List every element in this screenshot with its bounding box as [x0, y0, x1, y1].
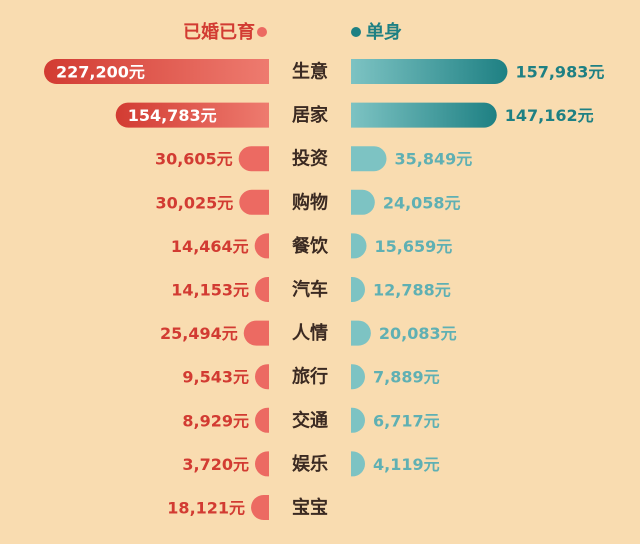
value-label-married: 14,464元: [171, 237, 249, 256]
bar-married: [255, 407, 269, 433]
value-label-married: 227,200元: [56, 63, 145, 82]
bar-single: [351, 364, 365, 390]
bar-single: [351, 407, 365, 433]
bar-married: [44, 59, 269, 84]
value-label-single: 12,788元: [373, 281, 451, 300]
bar-single: [351, 320, 371, 346]
category-label: 餐饮: [291, 235, 329, 257]
legend-married-dot: [257, 27, 267, 37]
legend-married-label: 已婚已育: [183, 21, 255, 43]
bar-married: [254, 277, 269, 302]
bar-single: [351, 189, 375, 215]
bar-married: [243, 320, 269, 346]
value-label-single: 20,083元: [379, 324, 457, 343]
value-label-single: 4,119元: [373, 455, 440, 474]
category-label: 投资: [292, 148, 328, 170]
category-label: 居家: [292, 104, 329, 126]
value-label-single: 157,983元: [515, 63, 604, 82]
legend: 已婚已育 单身: [183, 21, 402, 43]
value-label-married: 18,121元: [167, 499, 245, 518]
bar-single: [351, 146, 387, 172]
bar-single: [351, 277, 365, 302]
value-label-married: 30,605元: [155, 150, 233, 169]
bar-married: [255, 451, 269, 477]
value-label-married: 14,153元: [171, 281, 249, 300]
value-label-married: 9,543元: [182, 368, 249, 387]
bar-single: [351, 451, 365, 477]
value-label-single: 35,849元: [395, 150, 473, 169]
category-label: 娱乐: [292, 453, 328, 475]
category-label: 宝宝: [292, 497, 328, 519]
value-label-single: 15,659元: [375, 237, 453, 256]
bar-married: [115, 102, 270, 128]
category-label: 汽车: [292, 279, 328, 301]
category-label: 交通: [292, 409, 328, 431]
category-label: 生意: [292, 61, 328, 83]
value-label-single: 24,058元: [383, 193, 461, 212]
category-label: 人情: [292, 323, 328, 344]
legend-single-dot: [351, 27, 361, 37]
bar-married: [238, 146, 269, 172]
bar-married: [251, 495, 269, 520]
value-label-single: 147,162元: [505, 106, 594, 125]
category-label: 旅行: [292, 366, 328, 388]
value-label-married: 8,929元: [182, 411, 249, 430]
bar-married: [255, 364, 269, 390]
bar-married: [254, 233, 269, 259]
value-label-married: 25,494元: [160, 324, 238, 343]
value-label-single: 6,717元: [373, 411, 440, 430]
value-label-single: 7,889元: [373, 368, 440, 387]
category-label: 购物: [292, 191, 328, 213]
bar-single: [351, 233, 367, 259]
bar-single: [351, 102, 497, 128]
value-label-married: 3,720元: [182, 455, 249, 474]
bar-married: [239, 189, 269, 215]
value-label-married: 30,025元: [156, 193, 234, 212]
legend-single-label: 单身: [366, 21, 402, 43]
value-label-married: 154,783元: [128, 106, 217, 125]
bar-single: [351, 59, 508, 84]
